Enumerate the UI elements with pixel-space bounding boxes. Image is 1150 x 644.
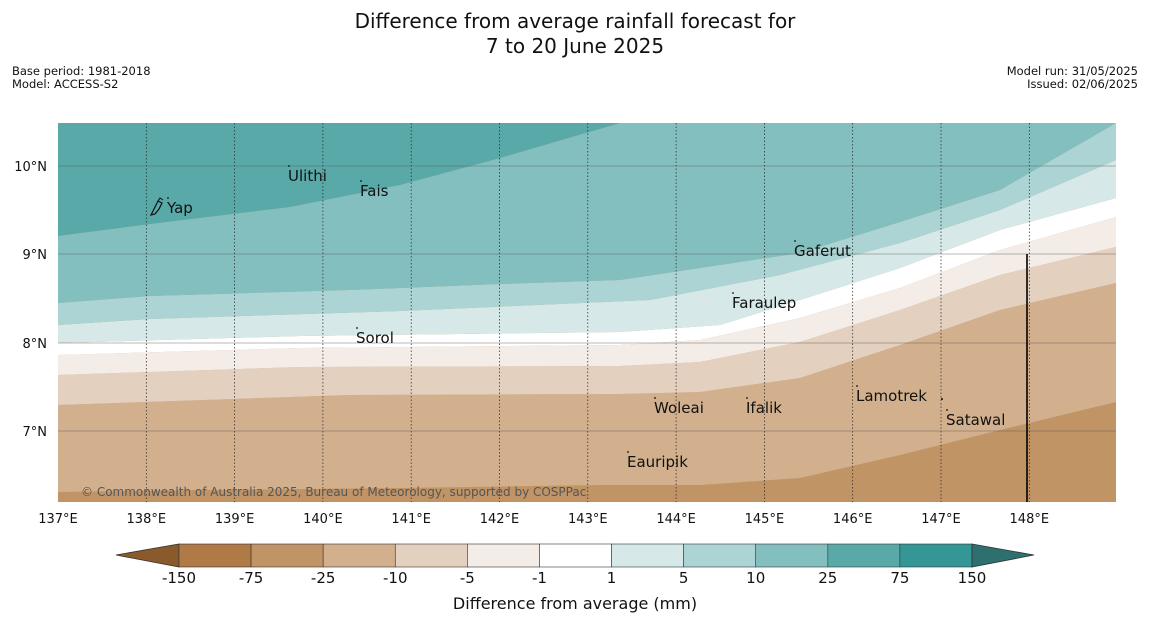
lon-tick-label: 142°E [480, 512, 520, 527]
lon-tick-label: 144°E [656, 512, 696, 527]
place-label-satawal: Satawal [946, 411, 1005, 429]
lat-tick-label: 9°N [23, 248, 48, 263]
band-palecyan [58, 160, 1116, 343]
map-fill-bands [58, 123, 1116, 502]
lon-tick-label: 140°E [303, 512, 343, 527]
place-dot [941, 398, 943, 400]
lat-tick-label: 10°N [14, 160, 47, 175]
colorbar-tick-label: 1 [607, 569, 617, 587]
place-label-yap: Yap [166, 199, 193, 217]
colorbar-segment [322, 543, 396, 568]
place-dot [654, 397, 656, 399]
place-label-woleai: Woleai [654, 399, 704, 417]
lon-tick-label: 137°E [38, 512, 78, 527]
chart-title-line2: 7 to 20 June 2025 [485, 34, 665, 58]
lon-tick-label: 146°E [833, 512, 873, 527]
colorbar-label: Difference from average (mm) [453, 594, 697, 613]
colorbar-right-extension [971, 543, 1035, 568]
chart-title-line1: Difference from average rainfall forecas… [354, 9, 796, 33]
place-dot [946, 409, 948, 411]
colorbar-segment [611, 543, 684, 568]
colorbar-segment [755, 543, 829, 568]
map-grid [58, 123, 1116, 502]
base-period: Base period: 1981-2018 [12, 64, 151, 78]
place-dot [794, 240, 796, 242]
colorbar-segment [394, 543, 468, 568]
place-label-faraulep: Faraulep [732, 294, 796, 312]
place-labels: Yap Ulithi Fais Gaferut Faraulep Sorol Lamotre… [166, 165, 1005, 471]
band-tan [58, 247, 1116, 405]
lon-tick-label: 148°E [1010, 512, 1050, 527]
colorbar-tick-label: 25 [818, 569, 837, 587]
band-teal [58, 123, 620, 236]
colorbar-segment [178, 543, 252, 568]
lon-tick-label: 147°E [921, 512, 961, 527]
place-dot [288, 165, 290, 167]
colorbar-left-extension [115, 543, 180, 568]
meta-right: Model run: 31/05/2025 Issued: 02/06/2025 [1007, 65, 1138, 91]
place-label-ulithi: Ulithi [288, 167, 327, 185]
place-dot [746, 397, 748, 399]
band-lightcyan [58, 123, 1116, 325]
colorbar-segment [250, 543, 324, 568]
band-lighttan [58, 217, 1116, 375]
meta-left: Base period: 1981-2018 Model: ACCESS-S2 [12, 65, 151, 91]
model-name: Model: ACCESS-S2 [12, 77, 119, 91]
yap-island [149, 197, 164, 216]
place-label-lamotrek: Lamotrek [856, 387, 927, 405]
colorbar-tick-label: 5 [679, 569, 689, 587]
lon-tick-label: 141°E [391, 512, 431, 527]
colorbar-tick-label: -1 [532, 569, 547, 587]
place-dot [356, 327, 358, 329]
place-label-gaferut: Gaferut [794, 242, 851, 260]
colorbar: -150 -75 -25 -10 -5 -1 1 5 10 25 75 150 [115, 543, 1035, 587]
lon-tick-label: 138°E [127, 512, 167, 527]
place-label-ifalik: Ifalik [746, 399, 782, 417]
colorbar-segment [467, 543, 540, 568]
band-white [58, 198, 1116, 355]
axis-ticks: 137°E 138°E 139°E 140°E 141°E 142°E 143°E 144°E… [14, 160, 1049, 527]
colorbar-segment [539, 543, 612, 568]
band-brown [58, 283, 1116, 492]
place-label-fais: Fais [360, 182, 389, 200]
place-label-sorol: Sorol [356, 329, 394, 347]
colorbar-segment [899, 543, 973, 568]
place-dot [856, 385, 858, 387]
place-dot [627, 451, 629, 453]
model-run: Model run: 31/05/2025 [1006, 64, 1138, 78]
lon-tick-label: 145°E [745, 512, 785, 527]
colorbar-tick-label: 75 [890, 569, 909, 587]
lat-tick-label: 7°N [23, 425, 48, 440]
colorbar-segment [827, 543, 901, 568]
place-dot [167, 197, 169, 199]
colorbar-tick-label: 150 [958, 569, 987, 587]
place-label-eauripik: Eauripik [627, 453, 688, 471]
colorbar-tick-label: -150 [162, 569, 196, 587]
place-dot [360, 180, 362, 182]
place-dot [732, 292, 734, 294]
colorbar-tick-label: -25 [311, 569, 336, 587]
lat-tick-label: 8°N [23, 337, 48, 352]
lon-tick-label: 143°E [568, 512, 608, 527]
colorbar-tick-label: -5 [460, 569, 475, 587]
colorbar-tick-label: -75 [239, 569, 264, 587]
colorbar-tick-label: 10 [746, 569, 765, 587]
band-cyan [58, 123, 1116, 303]
copyright-note: © Commonwealth of Australia 2025, Bureau… [81, 485, 586, 499]
colorbar-tick-label: -10 [383, 569, 408, 587]
lon-tick-label: 139°E [215, 512, 255, 527]
issued-date: Issued: 02/06/2025 [1027, 77, 1138, 91]
colorbar-segment [683, 543, 757, 568]
